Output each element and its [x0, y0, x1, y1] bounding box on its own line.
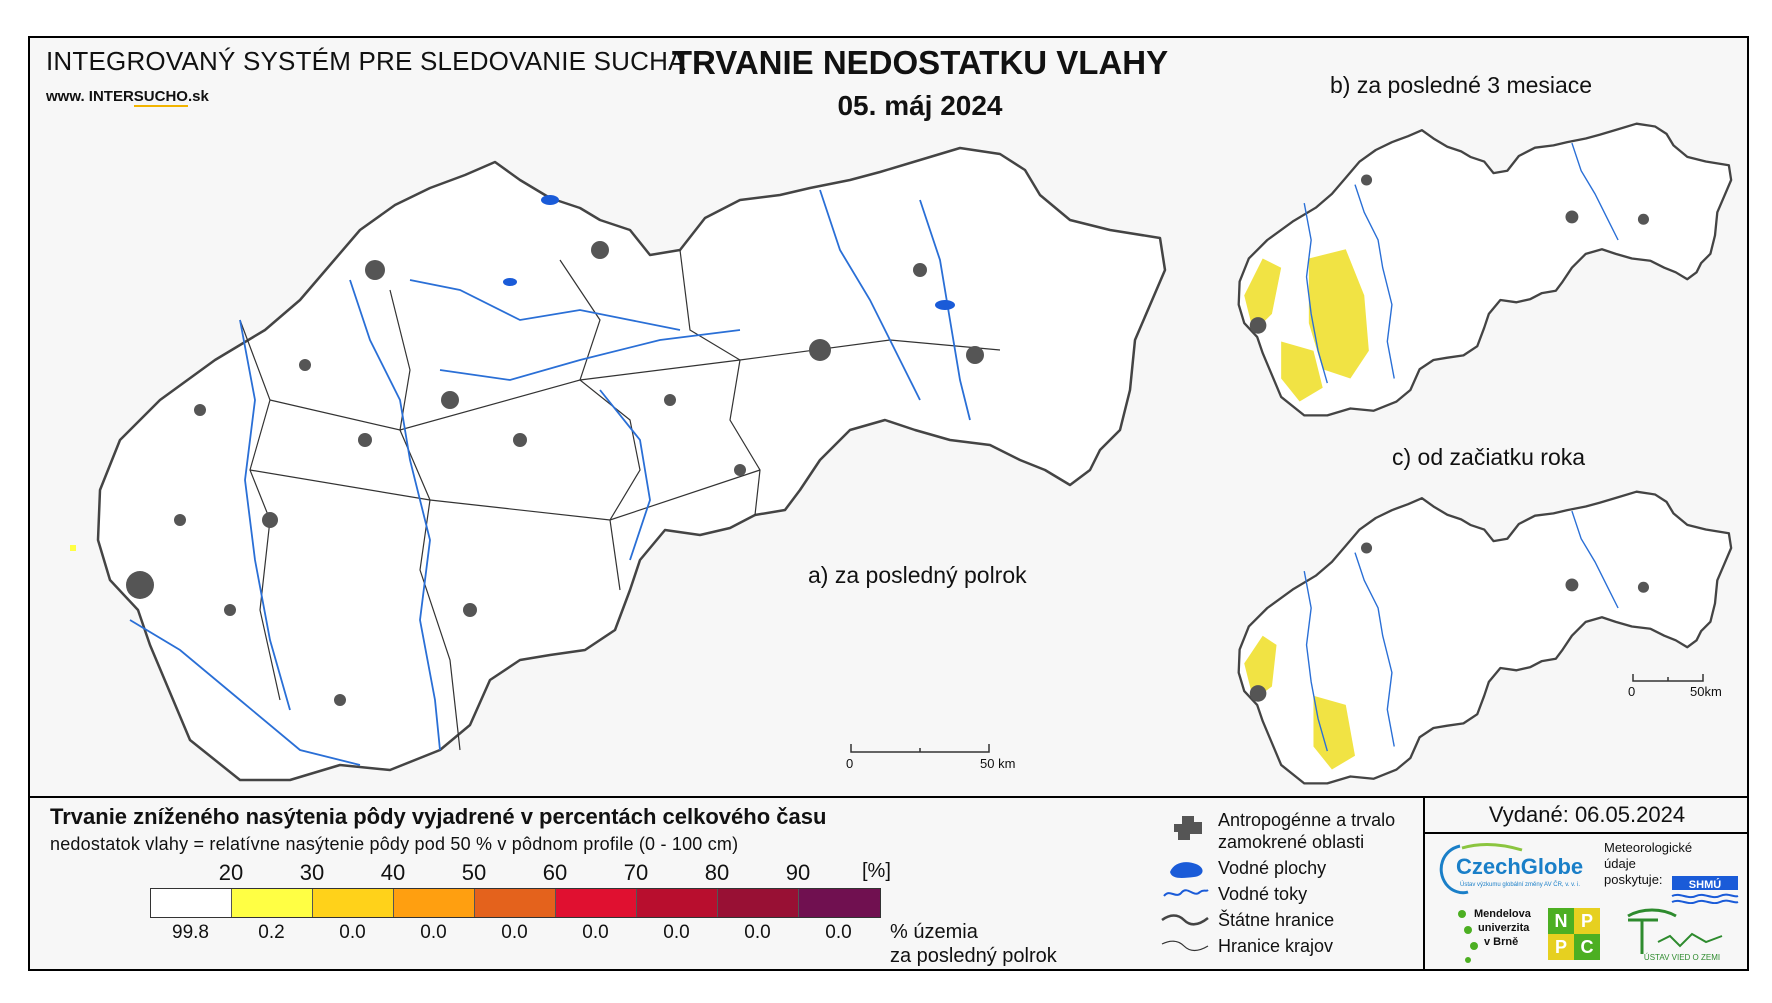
legend-unit: [%] — [862, 860, 891, 882]
drought-patch-main — [70, 545, 76, 551]
state-border-icon — [1161, 914, 1209, 926]
area-percentage: 0.0 — [501, 922, 528, 943]
threshold-tick: 70 — [623, 860, 649, 885]
website-suffix: .sk — [187, 88, 209, 105]
color-class-2 — [313, 889, 394, 917]
symbol-anthropogenic-line1: Antropogénne a trvalo — [1218, 810, 1396, 830]
ustav-logo: ÚSTAV VIED O ZEMI — [1627, 908, 1723, 962]
legend-panel — [28, 796, 1749, 971]
slovakia-outline-main — [96, 146, 1167, 782]
area-percentage: 0.0 — [420, 922, 447, 943]
czechglobe-logo — [1439, 842, 1523, 895]
area-percentage: 0.0 — [744, 922, 771, 943]
nppc-p2: P — [1548, 934, 1574, 960]
threshold-tick: 50 — [461, 860, 487, 885]
map-b — [1237, 122, 1733, 417]
czechglobe-subtitle: Ústav výzkumu globální změny AV ČR, v. v… — [1460, 882, 1581, 888]
symbol-water-streams: Vodné toky — [1218, 884, 1308, 904]
symbol-anthropogenic-line2: zamokrené oblasti — [1218, 832, 1365, 852]
website-highlight: SUCHO — [133, 88, 188, 107]
small-scale-bar — [1632, 674, 1704, 682]
mendel-line2: univerzita — [1478, 922, 1530, 934]
legend-subtitle: nedostatok vlahy = relatívne nasýtenie p… — [50, 834, 739, 854]
map-title: TRVANIE NEDOSTATKU VLAHY — [671, 44, 1169, 81]
color-scale-bar — [150, 888, 881, 918]
mendel-line1: Mendelova — [1474, 908, 1531, 920]
area-percentage: 0.0 — [825, 922, 852, 943]
area-percentage: 0.0 — [582, 922, 609, 943]
nppc-n: N — [1548, 908, 1574, 934]
issued-date: Vydané: 06.05.2024 — [1488, 802, 1686, 827]
area-percentage: 0.0 — [663, 922, 690, 943]
meteo-line3: poskytuje: — [1604, 872, 1663, 887]
shmu-text: SHMÚ — [1689, 878, 1721, 891]
mendel-line3: v Brně — [1484, 936, 1519, 948]
water-body-icon — [1170, 862, 1203, 878]
symbol-state-border: Štátne hranice — [1218, 910, 1335, 930]
color-class-7 — [718, 889, 799, 917]
region-border-icon — [1161, 940, 1209, 952]
main-scale-start: 0 — [846, 756, 854, 771]
website-prefix: www. INTER — [46, 88, 134, 105]
main-scale-end: 50 km — [980, 756, 1016, 771]
shmu-logo: SHMÚ — [1671, 876, 1739, 904]
color-class-4 — [475, 889, 556, 917]
nppc-logo: N P P C — [1548, 908, 1600, 960]
website-link[interactable]: www. INTERSUCHO.sk — [46, 88, 209, 107]
area-percentage: 0.0 — [339, 922, 366, 943]
rivers-main — [129, 189, 971, 766]
area-label-line2: za posledný polrok — [890, 945, 1057, 967]
color-class-3 — [394, 889, 475, 917]
main-map — [70, 146, 1167, 782]
map-c-label: c) od začiatku roka — [1392, 444, 1586, 470]
slovakia-outline-c — [1237, 490, 1733, 785]
drought-area-c — [1244, 635, 1355, 770]
mendel-dots-icon — [1458, 910, 1478, 963]
small-scale-end: 50km — [1690, 684, 1722, 699]
map-b-label: b) za posledné 3 mesiace — [1330, 72, 1593, 98]
area-label: % územia za posledný polrok — [890, 920, 1057, 968]
credits-divider-h — [1423, 832, 1749, 834]
nppc-p1: P — [1574, 908, 1600, 934]
color-class-1 — [232, 889, 313, 917]
legend-title: Trvanie zníženého nasýtenia pôdy vyjadre… — [50, 804, 827, 829]
small-scale-start: 0 — [1628, 684, 1636, 699]
threshold-tick: 60 — [542, 860, 568, 885]
drought-area-b — [1244, 249, 1369, 402]
water-stream-icon — [1163, 889, 1209, 897]
area-percentage: 0.2 — [258, 922, 285, 943]
map-date: 05. máj 2024 — [837, 90, 1003, 121]
area-label-line1: % územia — [890, 921, 978, 943]
map-c — [1237, 490, 1733, 785]
color-class-8 — [799, 889, 880, 917]
meteo-line1: Meteorologické — [1604, 840, 1693, 855]
area-percentage: 99.8 — [172, 922, 209, 943]
nppc-c: C — [1574, 934, 1600, 960]
anthropogenic-areas-main — [126, 241, 984, 706]
threshold-tick: 80 — [704, 860, 730, 885]
threshold-tick: 40 — [380, 860, 406, 885]
region-borders-main — [239, 249, 1001, 751]
credits-divider-v — [1423, 796, 1425, 971]
symbol-water-bodies: Vodné plochy — [1218, 858, 1327, 878]
map-a-label: a) za posledný polrok — [808, 562, 1027, 588]
threshold-tick: 90 — [785, 860, 811, 885]
color-class-5 — [556, 889, 637, 917]
meteo-line2: údaje — [1604, 856, 1636, 871]
ustav-text: ÚSTAV VIED O ZEMI — [1644, 953, 1720, 962]
color-class-0 — [151, 889, 232, 917]
threshold-tick: 20 — [218, 860, 244, 885]
anthropogenic-icon — [1174, 816, 1202, 840]
main-scale-bar — [850, 744, 990, 753]
symbol-region-border: Hranice krajov — [1218, 936, 1334, 956]
threshold-tick: 30 — [299, 860, 325, 885]
system-title: INTEGROVANÝ SYSTÉM PRE SLEDOVANIE SUCHA — [46, 46, 686, 76]
czechglobe-name: CzechGlobe — [1456, 854, 1584, 879]
color-class-6 — [637, 889, 718, 917]
water-bodies-main — [503, 195, 955, 310]
